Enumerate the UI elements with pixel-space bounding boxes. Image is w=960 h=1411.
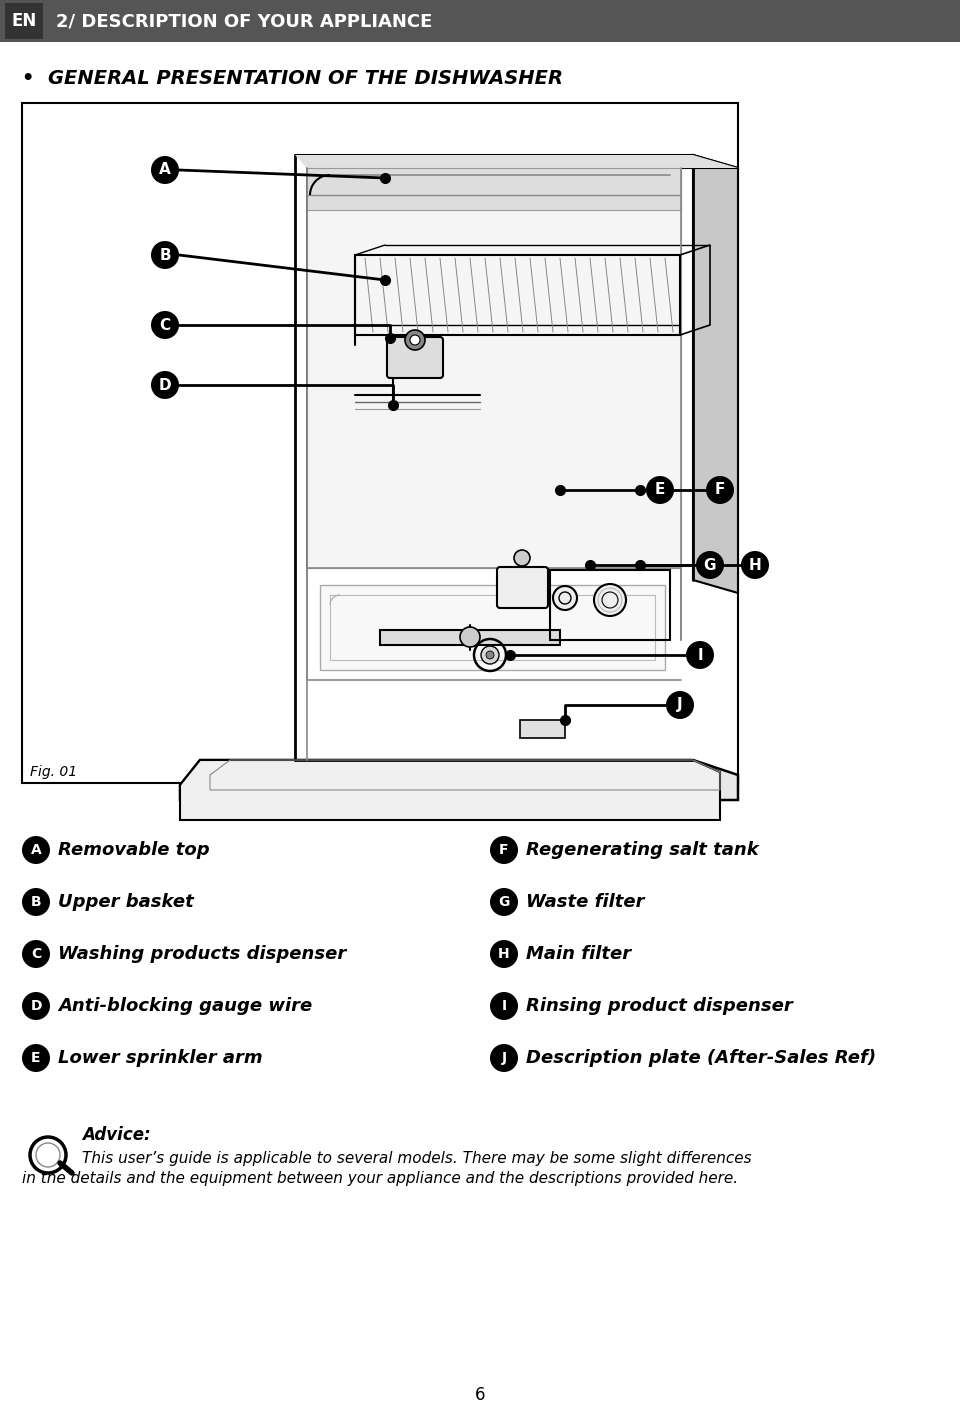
Text: B: B: [31, 895, 41, 909]
Circle shape: [151, 157, 179, 183]
Text: E: E: [32, 1051, 40, 1065]
Text: J: J: [677, 697, 683, 713]
Text: F: F: [499, 842, 509, 856]
Text: Description plate (After-Sales Ref): Description plate (After-Sales Ref): [526, 1048, 876, 1067]
Circle shape: [30, 1137, 66, 1173]
Text: I: I: [501, 999, 507, 1013]
Circle shape: [646, 476, 674, 504]
Circle shape: [696, 552, 724, 579]
Circle shape: [151, 310, 179, 339]
Text: E: E: [655, 483, 665, 498]
Text: J: J: [501, 1051, 507, 1065]
Circle shape: [22, 888, 50, 916]
Text: Removable top: Removable top: [58, 841, 209, 859]
Text: D: D: [31, 999, 41, 1013]
Circle shape: [481, 646, 499, 665]
Polygon shape: [180, 761, 720, 820]
Circle shape: [553, 586, 577, 610]
Bar: [22, 103, 738, 783]
Text: Rinsing product dispenser: Rinsing product dispenser: [526, 998, 793, 1015]
Circle shape: [151, 371, 179, 399]
Text: EN: EN: [12, 13, 36, 30]
FancyBboxPatch shape: [497, 567, 548, 608]
Text: in the details and the equipment between your appliance and the descriptions pro: in the details and the equipment between…: [22, 1171, 738, 1185]
Circle shape: [22, 992, 50, 1020]
Text: Lower sprinkler arm: Lower sprinkler arm: [58, 1048, 263, 1067]
Text: F: F: [715, 483, 725, 498]
Circle shape: [22, 835, 50, 864]
Circle shape: [490, 940, 518, 968]
Text: I: I: [697, 648, 703, 663]
Circle shape: [36, 1143, 60, 1167]
Text: Waste filter: Waste filter: [526, 893, 644, 912]
Circle shape: [666, 691, 694, 720]
Polygon shape: [295, 155, 738, 168]
Circle shape: [514, 550, 530, 566]
Text: Upper basket: Upper basket: [58, 893, 194, 912]
Text: C: C: [159, 317, 171, 333]
Text: Fig. 01: Fig. 01: [30, 765, 77, 779]
Text: Advice:: Advice:: [82, 1126, 151, 1144]
FancyBboxPatch shape: [387, 337, 443, 378]
Text: B: B: [159, 247, 171, 262]
Circle shape: [22, 940, 50, 968]
Circle shape: [706, 476, 734, 504]
Polygon shape: [180, 761, 738, 800]
Circle shape: [22, 1044, 50, 1072]
Text: H: H: [498, 947, 510, 961]
Text: Main filter: Main filter: [526, 945, 631, 962]
Circle shape: [410, 334, 420, 346]
Text: 6: 6: [475, 1386, 485, 1404]
Text: This user’s guide is applicable to several models. There may be some slight diff: This user’s guide is applicable to sever…: [82, 1150, 752, 1165]
Circle shape: [405, 330, 425, 350]
Bar: [520, 720, 565, 738]
Polygon shape: [295, 155, 738, 168]
Polygon shape: [380, 629, 560, 645]
Circle shape: [490, 1044, 518, 1072]
Circle shape: [490, 992, 518, 1020]
Polygon shape: [307, 168, 681, 210]
Circle shape: [486, 650, 494, 659]
Text: Anti-blocking gauge wire: Anti-blocking gauge wire: [58, 998, 312, 1015]
Text: Washing products dispenser: Washing products dispenser: [58, 945, 347, 962]
Text: C: C: [31, 947, 41, 961]
Bar: [307, 168, 681, 569]
Polygon shape: [693, 155, 738, 593]
Text: H: H: [749, 557, 761, 573]
Bar: [5, 3, 43, 40]
Text: G: G: [704, 557, 716, 573]
Text: G: G: [498, 895, 510, 909]
Circle shape: [741, 552, 769, 579]
Circle shape: [490, 835, 518, 864]
Circle shape: [686, 641, 714, 669]
Text: A: A: [31, 842, 41, 856]
Circle shape: [460, 626, 480, 648]
Text: Regenerating salt tank: Regenerating salt tank: [526, 841, 758, 859]
Polygon shape: [320, 586, 665, 670]
Text: D: D: [158, 378, 171, 392]
Circle shape: [490, 888, 518, 916]
Bar: [0, 0, 960, 42]
Text: 2/ DESCRIPTION OF YOUR APPLIANCE: 2/ DESCRIPTION OF YOUR APPLIANCE: [56, 13, 432, 30]
Circle shape: [594, 584, 626, 617]
Text: A: A: [159, 162, 171, 178]
Text: •  GENERAL PRESENTATION OF THE DISHWASHER: • GENERAL PRESENTATION OF THE DISHWASHER: [22, 69, 563, 87]
Circle shape: [151, 241, 179, 270]
Polygon shape: [307, 168, 681, 569]
